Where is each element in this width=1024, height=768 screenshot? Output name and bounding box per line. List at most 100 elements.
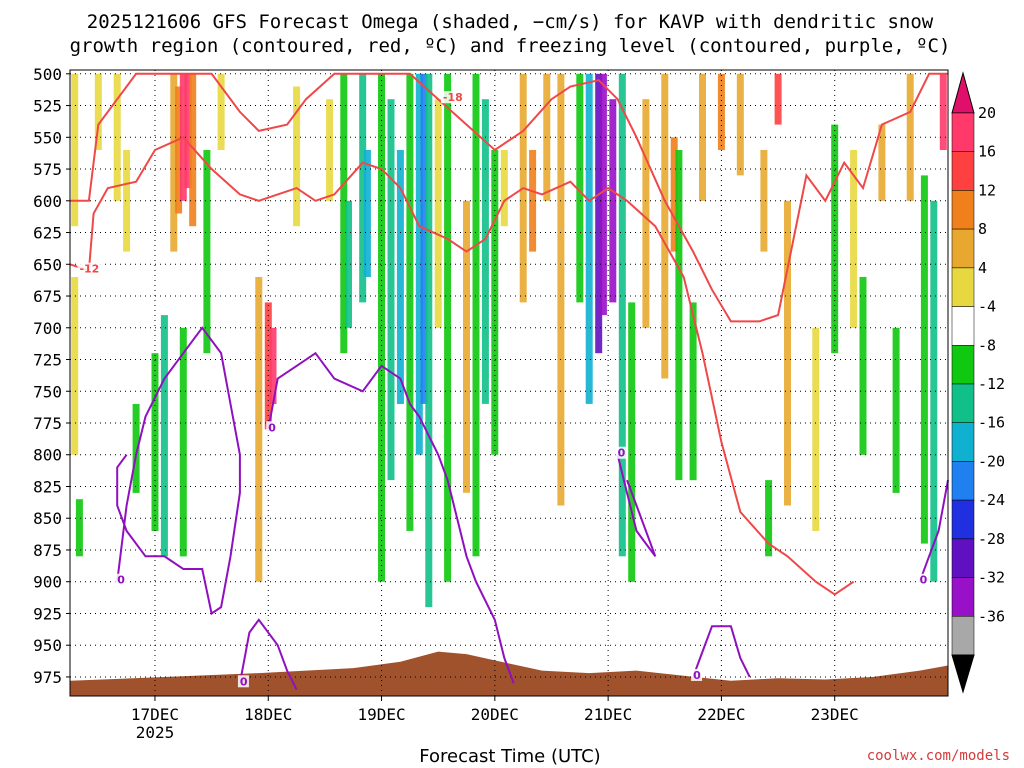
y-tick-label-875: 875 — [33, 541, 62, 560]
y-axis: 500 525 550 575 600 625 650 675 700 725 750 775 800 8… — [33, 65, 70, 687]
omega-cell-26 — [378, 73, 385, 582]
freezing-contour-label-bg-2 — [237, 675, 249, 688]
colorbar-swatch-7 — [951, 383, 975, 423]
omega-cell-64 — [831, 124, 839, 354]
omega-cell-2 — [75, 499, 83, 557]
x-tick-label-21DEC: 21DEC — [584, 705, 632, 724]
dgz-contour-line-0 — [69, 136, 855, 596]
colorbar-label--4: -4 — [978, 298, 996, 316]
y-tick-label-975: 975 — [33, 668, 62, 687]
freezing-contour-line-2 — [238, 618, 298, 691]
omega-cell-48 — [609, 99, 617, 303]
chart-title-line1: 2025121606 GFS Forecast Omega (shaded, −… — [87, 11, 934, 33]
y-tick-label-725: 725 — [33, 351, 62, 370]
y-tick-label-750: 750 — [33, 382, 62, 401]
omega-cell-19 — [269, 327, 277, 404]
omega-cell-55 — [689, 302, 697, 481]
x-tick-label-23DEC: 23DEC — [811, 705, 859, 724]
y-tick-label-775: 775 — [33, 414, 62, 433]
omega-cell-12 — [184, 73, 192, 189]
terrain-layer — [70, 651, 948, 696]
colorbar-swatch-4 — [951, 267, 975, 307]
freezing-contour-line-4 — [692, 625, 751, 678]
x-tick-label-18DEC: 18DEC — [244, 705, 292, 724]
y-tick-label-525: 525 — [33, 97, 62, 116]
omega-cell-8 — [160, 315, 168, 557]
omega-cell-56 — [699, 73, 706, 201]
omega-cell-60 — [774, 73, 782, 125]
omega-cell-34 — [444, 73, 452, 582]
terrain-area — [70, 651, 948, 696]
omega-cell-72 — [939, 73, 947, 150]
omega-cell-53 — [670, 137, 678, 252]
colorbar-label-4: 4 — [978, 259, 987, 277]
colorbar-swatch-11 — [951, 538, 975, 578]
omega-cell-1 — [71, 277, 79, 455]
colorbar-swatch-1 — [951, 151, 975, 191]
freezing-contour-label-bg-1 — [266, 421, 278, 434]
freezing-contour-label-bg-4 — [691, 668, 703, 681]
chart-title-line2: growth region (contoured, red, ºC) and f… — [70, 35, 951, 57]
omega-cell-46 — [595, 73, 603, 354]
omega-cell-70 — [920, 175, 928, 544]
colorbar-swatch-3 — [951, 228, 975, 269]
colorbar-swatch-6 — [951, 345, 975, 385]
colorbar-label--24: -24 — [978, 491, 1005, 509]
freezing-contour-label-3: 0 — [618, 447, 626, 460]
freezing-contour-line-5 — [918, 479, 949, 583]
omega-cell-62 — [765, 480, 773, 557]
x-tick-label-17DEC: 17DEC — [131, 705, 179, 724]
y-tick-label-800: 800 — [33, 446, 62, 465]
omega-cell-39 — [500, 150, 508, 227]
omega-cell-23 — [345, 200, 352, 328]
omega-cell-66 — [859, 277, 867, 455]
dgz-contour-label-bg-1 — [440, 91, 466, 104]
y-tick-label-575: 575 — [33, 160, 62, 179]
colorbar-label-16: 16 — [978, 143, 996, 161]
x-tick-label-20DEC: 20DEC — [471, 705, 519, 724]
colorbar-swatch-13 — [951, 616, 975, 656]
freezing-contour-label-5: 0 — [920, 574, 928, 587]
omega-cell-7 — [151, 353, 159, 531]
y-tick-label-550: 550 — [33, 128, 62, 147]
omega-cell-31 — [420, 73, 428, 404]
y-tick-label-500: 500 — [33, 65, 62, 84]
omega-cell-45 — [585, 73, 593, 404]
dgz-contour-label-1: -18 — [443, 91, 463, 104]
colorbar-label--16: -16 — [978, 414, 1005, 432]
omega-cell-50 — [628, 302, 636, 582]
dgz-contour-label-bg-0 — [77, 262, 103, 275]
freezing-contour-label-bg-5 — [917, 573, 929, 586]
colorbar-label--32: -32 — [978, 569, 1005, 587]
omega-cell-54 — [675, 150, 683, 481]
omega-cell-25 — [363, 150, 371, 277]
colorbar-label--8: -8 — [978, 336, 996, 354]
omega-cell-32 — [425, 73, 433, 608]
omega-cell-38 — [491, 150, 499, 455]
y-tick-label-900: 900 — [33, 573, 62, 592]
omega-cell-59 — [760, 150, 768, 252]
dgz-contour-layer: -12 -18 — [69, 72, 948, 596]
omega-cell-37 — [481, 99, 489, 404]
omega-cell-24 — [359, 73, 367, 303]
omega-cell-42 — [543, 73, 551, 201]
omega-cell-21 — [326, 99, 334, 201]
omega-cell-44 — [576, 73, 584, 303]
plot-frame — [69, 69, 949, 697]
omega-cell-28 — [396, 150, 404, 404]
omega-cell-30 — [415, 73, 423, 455]
colorbar-swatch-0 — [951, 112, 975, 152]
omega-cell-16 — [217, 73, 225, 150]
omega-cell-65 — [850, 150, 858, 328]
omega-cell-4 — [113, 73, 121, 201]
freezing-contour-line-0 — [116, 326, 241, 616]
y-tick-label-950: 950 — [33, 636, 62, 655]
freezing-contour-label-bg-3 — [615, 446, 627, 459]
omega-cell-35 — [463, 200, 470, 493]
y-tick-label-600: 600 — [33, 192, 62, 211]
y-tick-label-625: 625 — [33, 224, 62, 243]
colorbar-swatch-8 — [951, 422, 975, 462]
omega-cell-0 — [71, 73, 79, 227]
y-tick-label-675: 675 — [33, 287, 62, 306]
